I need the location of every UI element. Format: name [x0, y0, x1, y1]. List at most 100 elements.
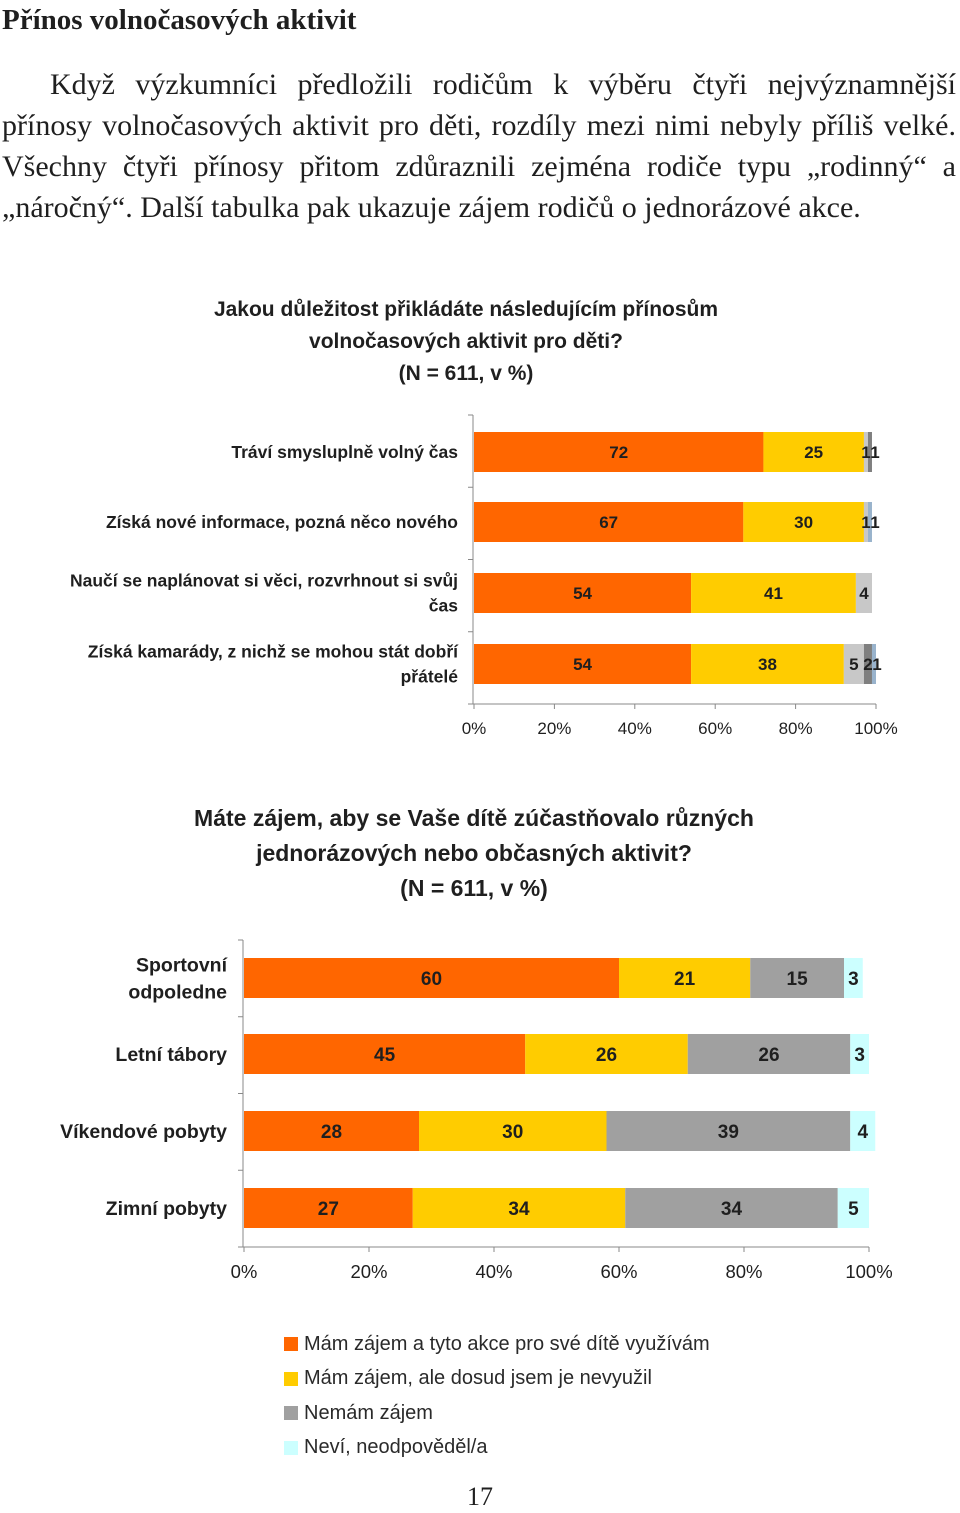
- bar-segment: [687, 1034, 851, 1074]
- data-label: 2: [863, 655, 872, 674]
- category-label: Získá nové informace, pozná něco nového: [106, 512, 458, 532]
- legend-swatch: [284, 1440, 298, 1455]
- data-label: 34: [508, 1199, 530, 1220]
- data-label: 4: [859, 584, 869, 603]
- bar-segment: [750, 958, 844, 998]
- chart-title-line: volnočasových aktivit pro děti?: [309, 330, 623, 353]
- x-tick-label: 60%: [698, 719, 732, 738]
- data-label: 30: [794, 513, 813, 532]
- legend-item: Mám zájem a tyto akce pro své dítě využí…: [284, 1327, 710, 1362]
- bar-segment: [606, 1111, 851, 1151]
- x-tick-label: 80%: [725, 1261, 762, 1282]
- legend-swatch: [284, 1371, 298, 1386]
- bar-segment: [843, 644, 864, 684]
- data-label: 60: [421, 969, 442, 990]
- data-label: 3: [848, 969, 859, 990]
- chart-title-line: (N = 611, v %): [400, 875, 548, 901]
- data-label: 45: [374, 1045, 396, 1066]
- x-tick-label: 0%: [462, 719, 487, 738]
- x-tick-label: 0%: [231, 1261, 258, 1282]
- category-label: přátelé: [401, 667, 459, 687]
- data-label: 4: [857, 1122, 868, 1143]
- bar-segment: [474, 644, 692, 684]
- x-tick-label: 20%: [537, 719, 571, 738]
- bar-segment: [867, 502, 872, 542]
- bar-segment: [863, 644, 872, 684]
- bar-segment: [244, 1034, 526, 1074]
- category-label: čas: [429, 596, 458, 616]
- category-label: Tráví smysluplně volný čas: [231, 442, 458, 462]
- category-label: Sportovní: [136, 954, 228, 976]
- bar-segment: [525, 1034, 688, 1074]
- bar-segment: [691, 644, 844, 684]
- legend-label: Mám zájem a tyto akce pro své dítě využí…: [304, 1332, 710, 1355]
- chart-title-line: Máte zájem, aby se Vaše dítě zúčastňoval…: [194, 805, 754, 831]
- data-label: 25: [804, 443, 823, 462]
- legend-swatch: [284, 1406, 298, 1421]
- data-label: 30: [502, 1122, 523, 1143]
- bar-segment: [850, 1034, 869, 1074]
- x-tick-label: 100%: [854, 719, 897, 738]
- bar-segment: [863, 432, 868, 472]
- legend-item: Neví, neodpověděl/a: [284, 1431, 710, 1466]
- data-label: 54: [573, 655, 592, 674]
- interest-chart: Máte zájem, aby se Vaše dítě zúčastňoval…: [60, 805, 893, 1282]
- category-label: odpoledne: [128, 981, 227, 1003]
- data-label: 15: [787, 969, 809, 990]
- x-tick-label: 60%: [600, 1261, 637, 1282]
- bar-segment: [855, 573, 872, 613]
- data-label: 21: [674, 969, 696, 990]
- bar-segment: [691, 573, 856, 613]
- bar-segment: [863, 502, 868, 542]
- x-tick-label: 100%: [845, 1261, 892, 1282]
- category-label: Naučí se naplánovat si věci, rozvrhnout …: [70, 571, 458, 591]
- legend-label: Neví, neodpověděl/a: [304, 1436, 488, 1459]
- page-number: 17: [467, 1482, 493, 1511]
- x-tick-label: 20%: [350, 1261, 387, 1282]
- bar-segment: [474, 432, 764, 472]
- bar-segment: [743, 502, 864, 542]
- data-label: 26: [758, 1045, 779, 1066]
- bar-segment: [844, 958, 863, 998]
- legend-item: Nemám zájem: [284, 1396, 710, 1431]
- chart-title-line: Jakou důležitost přikládáte následujícím…: [214, 298, 718, 321]
- data-label: 26: [596, 1045, 617, 1066]
- chart-legend: Mám zájem a tyto akce pro své dítě využí…: [284, 1327, 710, 1465]
- category-label: Zimní pobyty: [106, 1198, 227, 1220]
- bar-segment: [244, 1188, 413, 1228]
- data-label: 34: [721, 1199, 743, 1220]
- data-label: 67: [599, 513, 618, 532]
- bar-segment: [244, 1111, 419, 1151]
- legend-label: Mám zájem, ale dosud jsem je nevyužil: [304, 1367, 652, 1390]
- data-label: 1: [861, 513, 870, 532]
- legend-item: Mám zájem, ale dosud jsem je nevyužil: [284, 1362, 710, 1397]
- intro-paragraph: Když výzkumníci předložili rodičům k výb…: [2, 68, 956, 224]
- data-label: 27: [318, 1199, 339, 1220]
- legend-swatch: [284, 1337, 298, 1352]
- section-title: Přínos volnočasových aktivit: [2, 4, 357, 36]
- category-label: Letní tábory: [115, 1044, 227, 1066]
- data-label: 5: [848, 1199, 859, 1220]
- bar-segment: [763, 432, 864, 472]
- chart-title-line: (N = 611, v %): [399, 362, 534, 385]
- bar-segment: [474, 573, 692, 613]
- bar-segment: [871, 644, 876, 684]
- x-tick-label: 40%: [618, 719, 652, 738]
- bar-segment: [244, 958, 619, 998]
- data-label: 54: [573, 584, 592, 603]
- data-label: 39: [718, 1122, 739, 1143]
- bar-segment: [867, 432, 872, 472]
- data-label: 72: [609, 443, 628, 462]
- bar-segment: [625, 1188, 838, 1228]
- legend-label: Nemám zájem: [304, 1401, 433, 1424]
- importance-chart: Jakou důležitost přikládáte následujícím…: [70, 298, 898, 738]
- data-label: 38: [758, 655, 777, 674]
- data-label: 5: [849, 655, 858, 674]
- bar-segment: [474, 502, 744, 542]
- data-label: 41: [764, 584, 783, 603]
- data-label: 1: [870, 513, 879, 532]
- x-tick-label: 40%: [475, 1261, 512, 1282]
- bar-segment: [850, 1111, 876, 1151]
- bar-segment: [419, 1111, 607, 1151]
- category-label: Víkendové pobyty: [60, 1121, 227, 1143]
